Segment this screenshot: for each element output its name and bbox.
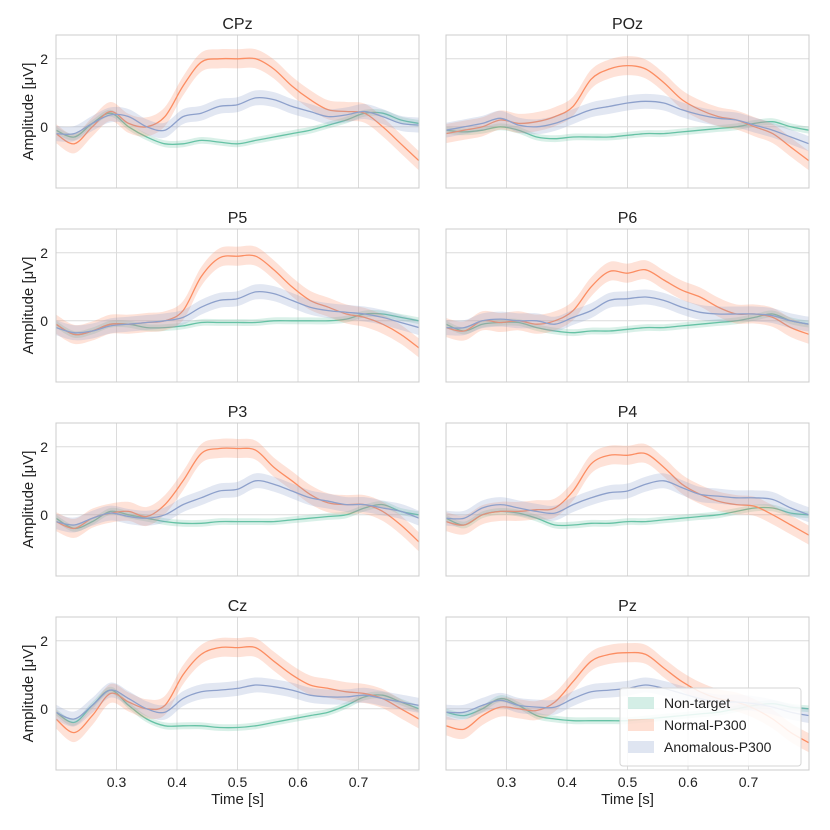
- y-axis-label: Amplitude [μV]: [20, 63, 37, 161]
- x-tick-label: 0.4: [167, 774, 187, 790]
- band-non-target: [56, 686, 419, 732]
- band-anomalous-p300: [446, 677, 809, 724]
- panel-poz: POz: [445, 16, 810, 189]
- panel-frame: [55, 228, 420, 383]
- line-non-target: [56, 111, 419, 146]
- band-non-target: [446, 118, 809, 143]
- band-anomalous-p300: [56, 284, 419, 341]
- panel-title: CPz: [222, 16, 252, 33]
- band-normal-p300: [56, 438, 419, 552]
- panel-title: P3: [228, 404, 248, 421]
- y-tick-label: 0: [40, 701, 48, 717]
- panel-title: Pz: [618, 598, 637, 615]
- legend: Non-target Normal-P300 Anomalous-P300: [619, 687, 802, 767]
- band-normal-p300: [446, 56, 809, 171]
- band-non-target: [56, 108, 419, 148]
- line-normal-p300: [56, 645, 419, 734]
- panel-title: POz: [612, 16, 643, 33]
- x-tick-label: 0.7: [739, 774, 759, 790]
- band-anomalous-p300: [446, 289, 809, 336]
- legend-label: Normal-P300: [664, 717, 747, 733]
- band-anomalous-p300: [56, 90, 419, 142]
- x-tick-label: 0.7: [349, 774, 369, 790]
- line-non-target: [56, 689, 419, 729]
- y-tick-label: 2: [40, 245, 48, 261]
- line-non-target: [56, 503, 419, 530]
- y-axis-label: Amplitude [μV]: [20, 257, 37, 355]
- y-tick-label: 2: [40, 633, 48, 649]
- band-normal-p300: [56, 48, 419, 171]
- x-tick-label: 0.3: [497, 774, 517, 790]
- series-group: [56, 48, 419, 171]
- legend-swatch: [628, 697, 654, 709]
- legend-swatch: [628, 741, 654, 753]
- panel-p6: P6: [445, 210, 810, 383]
- x-axis-label: Time [s]: [601, 791, 654, 808]
- x-tick-label: 0.3: [107, 774, 127, 790]
- band-normal-p300: [446, 443, 809, 545]
- series-group: [56, 637, 419, 743]
- line-normal-p300: [446, 452, 809, 536]
- panel-frame: [445, 616, 810, 771]
- band-normal-p300: [446, 260, 809, 344]
- band-normal-p300: [56, 637, 419, 743]
- line-anomalous-p300: [446, 100, 809, 145]
- panel-title: P5: [228, 210, 248, 227]
- y-tick-label: 2: [40, 51, 48, 67]
- series-group: [446, 443, 809, 545]
- panel-frame: [55, 616, 420, 771]
- x-tick-label: 0.6: [678, 774, 698, 790]
- line-anomalous-p300: [56, 290, 419, 334]
- x-tick-label: 0.6: [288, 774, 308, 790]
- y-axis-label: Amplitude [μV]: [20, 451, 37, 549]
- panel-title: P6: [618, 210, 638, 227]
- band-non-target: [56, 310, 419, 339]
- line-anomalous-p300: [56, 684, 419, 720]
- band-non-target: [446, 695, 809, 725]
- legend-label: Non-target: [664, 695, 730, 711]
- panel-frame: [445, 422, 810, 577]
- line-anomalous-p300: [56, 479, 419, 526]
- band-anomalous-p300: [446, 473, 809, 527]
- x-axis-label: Time [s]: [211, 791, 264, 808]
- line-normal-p300: [56, 254, 419, 349]
- legend-box: [619, 687, 802, 767]
- band-anomalous-p300: [56, 677, 419, 727]
- line-normal-p300: [446, 64, 809, 162]
- band-normal-p300: [56, 245, 419, 358]
- series-group: [446, 56, 809, 171]
- band-non-target: [446, 310, 809, 337]
- line-anomalous-p300: [446, 480, 809, 520]
- y-tick-label: 0: [40, 507, 48, 523]
- legend-label: Anomalous-P300: [664, 739, 772, 755]
- x-tick-label: 0.4: [557, 774, 577, 790]
- x-tick-label: 0.5: [228, 774, 248, 790]
- panel-frame: [55, 34, 420, 189]
- series-group: [56, 438, 419, 552]
- y-tick-label: 0: [40, 313, 48, 329]
- panel-title: Cz: [228, 598, 248, 615]
- series-group: [446, 260, 809, 344]
- series-group: [56, 245, 419, 358]
- y-tick-label: 0: [40, 119, 48, 135]
- panel-frame: [445, 34, 810, 189]
- band-anomalous-p300: [446, 93, 809, 152]
- line-anomalous-p300: [446, 296, 809, 329]
- y-tick-label: 2: [40, 439, 48, 455]
- panel-p4: P4: [445, 404, 810, 577]
- line-anomalous-p300: [56, 96, 419, 135]
- y-axis-label: Amplitude [μV]: [20, 645, 37, 743]
- panel-frame: [55, 422, 420, 577]
- band-non-target: [446, 504, 809, 529]
- legend-swatch: [628, 719, 654, 731]
- panel-title: P4: [618, 404, 638, 421]
- panel-frame: [445, 228, 810, 383]
- x-tick-label: 0.5: [618, 774, 638, 790]
